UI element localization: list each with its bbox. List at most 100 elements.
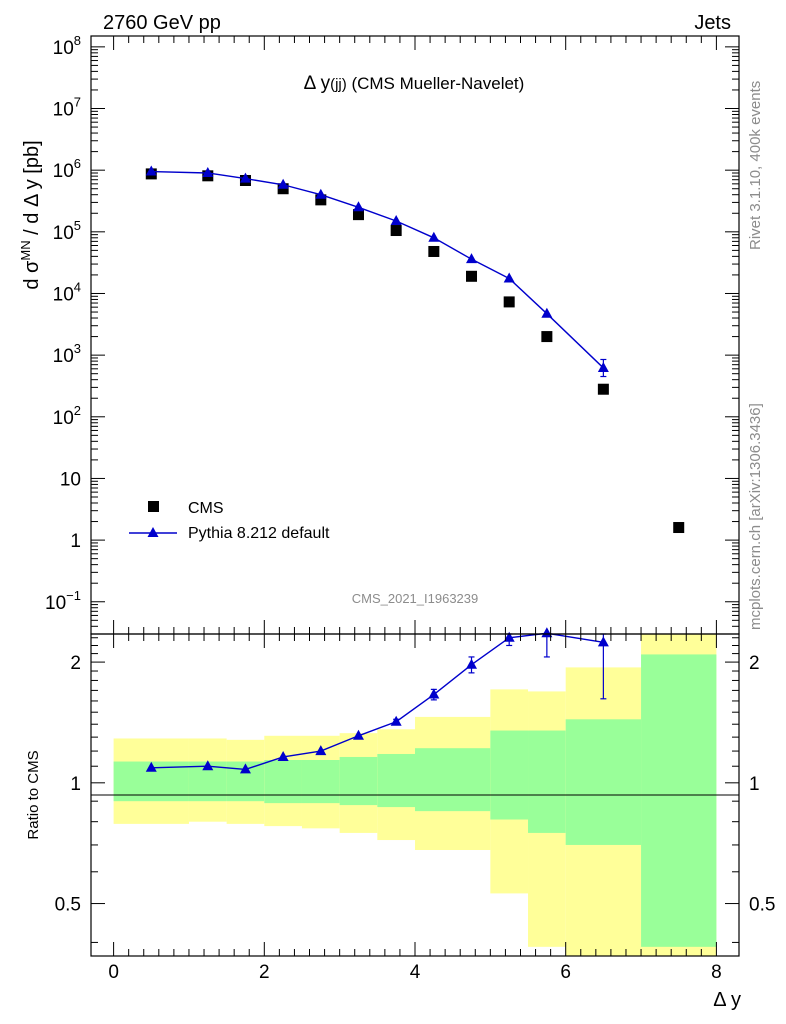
ratio-point-10 [541, 627, 553, 638]
cms-point-8 [466, 270, 478, 282]
cms-point-6 [390, 225, 402, 237]
ratio-point-11 [597, 636, 609, 647]
x-axis-ticks: 0 2 4 6 8 [108, 36, 722, 983]
main-ytick-label: 102 [53, 403, 81, 429]
main-ytick-label: 104 [53, 279, 81, 305]
ratio-ytick-label-right: 2 [749, 653, 760, 674]
pythia-point-9 [503, 272, 515, 283]
pythia-point-7 [428, 231, 440, 242]
main-data-series [145, 165, 685, 534]
analysis-id-label: CMS_2021_I1963239 [352, 591, 479, 606]
ratio-point-6 [390, 715, 402, 726]
ytick-exponent: 4 [74, 279, 81, 294]
ratio-ytick-label-left: 1 [70, 774, 81, 795]
mcplots-label: mcplots.cern.ch [arXiv:1306.3436] [747, 403, 764, 630]
x-axis-label: Δ y [713, 989, 741, 1011]
xtick-label: 6 [560, 962, 571, 983]
band-inner-9 [528, 730, 566, 833]
ytick-base: 10 [53, 284, 74, 305]
band-inner-8 [490, 730, 529, 820]
band-inner-6 [377, 753, 415, 808]
rivet-version-label: Rivet 3.1.10, 400k events [747, 81, 764, 250]
cms-point-7 [428, 245, 440, 257]
band-inner-7 [415, 748, 491, 812]
ratio-point-4 [315, 745, 327, 756]
legend: CMS Pythia 8.212 default [129, 500, 330, 542]
ytick-base: 10 [53, 346, 74, 367]
y-label-part-a: d σ [21, 260, 43, 290]
legend-pythia-marker [147, 527, 159, 537]
ratio-point-3 [277, 750, 289, 761]
ratio-ytick-label-left: 0.5 [55, 895, 81, 916]
header-energy-label: 2760 GeV pp [103, 12, 221, 34]
ytick-base: 10 [53, 408, 74, 429]
cms-point-5 [352, 209, 364, 221]
ratio-point-1 [202, 760, 214, 771]
ratio-uncertainty-bands [113, 634, 717, 956]
plot-title: Δ y(jj) (CMS Mueller-Navelet) [304, 73, 525, 94]
ratio-pythia-line [151, 632, 604, 771]
band-inner-5 [339, 756, 378, 806]
main-ytick-label: 105 [53, 218, 81, 244]
ytick-exponent: 6 [74, 156, 81, 171]
ratio-y-axis-label: Ratio to CMS [25, 750, 42, 839]
ratio-point-0 [145, 761, 157, 772]
cms-point-11 [597, 383, 609, 395]
cms-point-12 [673, 522, 685, 534]
cms-point-9 [503, 296, 515, 308]
ratio-point-9 [503, 631, 515, 642]
ratio-y-axis-ticks: 0.5 0.5 1 1 2 2 [55, 637, 775, 943]
ratio-point-7 [428, 688, 440, 699]
cms-point-10 [541, 331, 553, 343]
main-ytick-label: 1 [70, 531, 81, 552]
ytick-base: 10 [53, 161, 74, 182]
main-ytick-label: 10−1 [45, 588, 81, 614]
ytick-base: 10 [53, 100, 74, 121]
ytick-exponent: −1 [66, 588, 81, 603]
main-ytick-label: 103 [53, 341, 81, 367]
main-y-axis-label: d σMN / d Δ y [pb] [18, 140, 43, 289]
pythia-line [151, 170, 604, 369]
xtick-label: 0 [108, 962, 119, 983]
pythia-point-5 [352, 201, 364, 212]
xtick-label: 8 [711, 962, 722, 983]
plot-title-main: Δ y [304, 73, 331, 94]
ytick-exponent: 8 [74, 33, 81, 48]
plot-title-sub: (jj) [330, 76, 347, 93]
ratio-ytick-label-right: 0.5 [749, 895, 775, 916]
ytick-exponent: 5 [74, 218, 81, 233]
ytick-base: 10 [53, 223, 74, 244]
legend-cms-label: CMS [188, 500, 224, 517]
pythia-point-6 [390, 214, 402, 225]
pythia-point-10 [541, 307, 553, 318]
main-ytick-label: 106 [53, 156, 81, 182]
pythia-point-2 [239, 172, 251, 183]
ratio-mc-series [145, 627, 609, 774]
band-inner-10 [565, 719, 642, 845]
ytick-exponent: 3 [74, 341, 81, 356]
ytick-exponent: 2 [74, 403, 81, 418]
pythia-point-8 [466, 253, 478, 264]
ratio-ytick-label-right: 1 [749, 774, 760, 795]
band-inner-11 [641, 654, 717, 947]
ytick-base: 10 [53, 38, 74, 59]
main-plot-frame [90, 35, 740, 635]
xtick-label: 2 [259, 962, 270, 983]
ratio-point-8 [466, 658, 478, 669]
xtick-label: 4 [410, 962, 421, 983]
ytick-exponent: 7 [74, 95, 81, 110]
ratio-ytick-label-left: 2 [70, 653, 81, 674]
pythia-point-11 [597, 361, 609, 372]
pythia-point-1 [202, 166, 214, 177]
main-ytick-label: 107 [53, 95, 81, 121]
main-ytick-label: 10 [60, 469, 81, 490]
ratio-point-2 [239, 763, 251, 774]
ratio-point-5 [352, 729, 364, 740]
y-label-part-b: / d Δ y [pb] [21, 140, 43, 240]
header-topic-label: Jets [694, 12, 731, 34]
pythia-point-3 [277, 178, 289, 189]
ytick-base: 10 [45, 593, 66, 614]
band-inner-3 [264, 759, 302, 804]
